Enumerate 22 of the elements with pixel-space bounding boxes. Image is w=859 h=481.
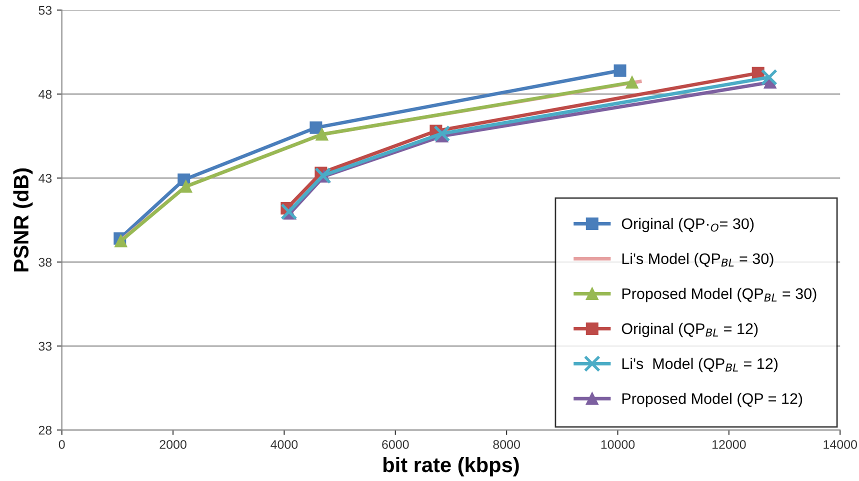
x-tick-label: 10000 <box>601 440 635 449</box>
legend-label: Li's Model (QP$_{BL}$ = 30) <box>622 252 774 268</box>
x-tick-label: 6000 <box>382 440 409 449</box>
x-tick-label: 12000 <box>712 440 746 449</box>
legend-label: Li's Model (QP$_{BL}$ = 12) <box>622 358 778 372</box>
legend-label: Proposed Model (QP$_{BL}$ = 30) <box>622 288 816 302</box>
x-axis-title: bit rate (kbps) <box>383 456 519 476</box>
y-tick-label: 53 <box>38 6 52 15</box>
y-tick-label: 38 <box>38 258 52 267</box>
x-tick-label: 0 <box>58 440 65 449</box>
legend-label: Proposed Model (QP = 12) <box>622 392 802 408</box>
legend-label: Original (QP·$_{O}$= 30) <box>622 218 754 232</box>
y-axis-title: PSNR (dB) <box>13 168 33 272</box>
x-tick-label: 14000 <box>824 440 857 449</box>
y-tick-label: 43 <box>38 174 52 183</box>
x-tick-label: 8000 <box>493 440 520 449</box>
x-tick-label: 4000 <box>270 440 298 449</box>
y-tick-label: 33 <box>38 342 52 351</box>
legend-label: Original (QP$_{BL}$ = 12) <box>622 322 758 338</box>
y-tick-label: 28 <box>38 426 52 435</box>
x-tick-label: 2000 <box>160 440 186 449</box>
y-tick-label: 48 <box>38 90 52 99</box>
